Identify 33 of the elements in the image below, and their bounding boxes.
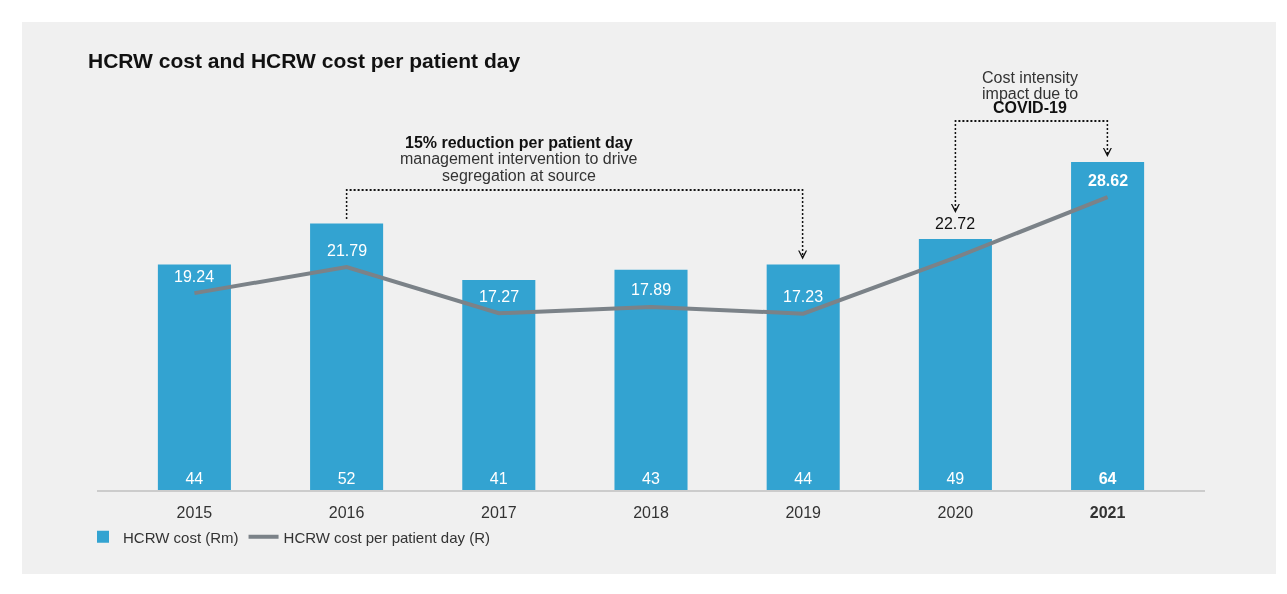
legend-label: HCRW cost per patient day (R) xyxy=(283,528,491,546)
x-tick-label: 2019 xyxy=(785,503,822,521)
data-label: 41 xyxy=(489,470,508,487)
data-label: 49 xyxy=(946,470,965,487)
annotation: management intervention to drive segregation at source xyxy=(400,150,638,184)
x-tick-label: 2015 xyxy=(176,503,213,521)
bar xyxy=(462,279,536,490)
text: Cost intensity impact due to xyxy=(982,69,1079,102)
bar xyxy=(614,269,688,490)
x-tick-label: 2017 xyxy=(481,503,517,521)
data-label: 17.89 xyxy=(631,281,672,298)
legend-label: HCRW cost (Rm) xyxy=(123,528,239,546)
data-label: 44 xyxy=(185,470,204,487)
bar xyxy=(157,264,231,490)
bar xyxy=(310,223,384,490)
data-label: 21.79 xyxy=(327,242,368,259)
data-label: 17.23 xyxy=(783,288,824,305)
text: 15% reduction per patient day xyxy=(405,134,633,151)
data-label: 28.62 xyxy=(1088,172,1129,189)
data-label: 44 xyxy=(794,470,813,487)
data-label: 17.27 xyxy=(479,288,520,305)
bar xyxy=(766,264,840,490)
x-tick-label: 2016 xyxy=(328,503,365,521)
data-label: 64 xyxy=(1098,470,1117,487)
bar xyxy=(918,238,992,490)
data-label: 22.72 xyxy=(935,215,976,232)
x-tick-label: 2018 xyxy=(633,503,669,521)
x-tick-label: 2021 xyxy=(1089,503,1126,521)
x-tick-label: 2020 xyxy=(937,503,974,521)
data-label: 52 xyxy=(337,470,356,487)
data-label: 43 xyxy=(642,470,660,487)
chart-title: HCRW cost and HCRW cost per patient day xyxy=(88,49,521,73)
data-label: 19.24 xyxy=(174,268,215,285)
